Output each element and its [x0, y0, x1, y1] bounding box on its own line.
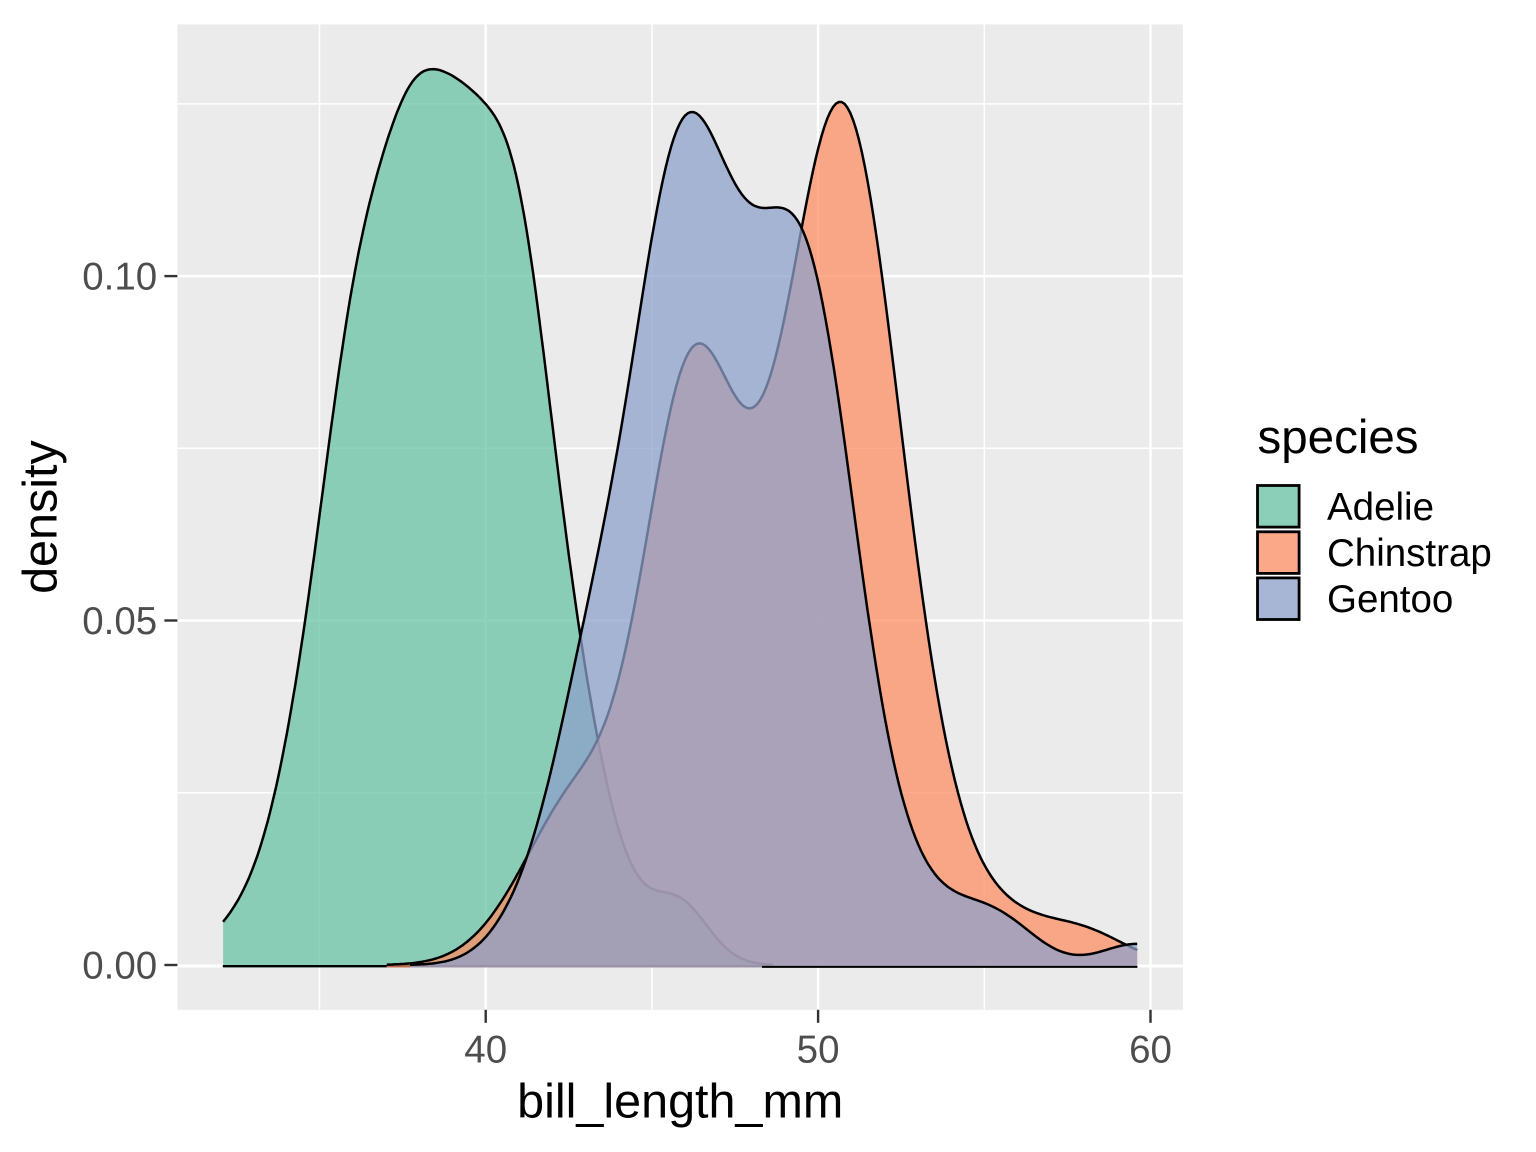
svg-text:40: 40 — [464, 1029, 507, 1072]
svg-text:Adelie: Adelie — [1327, 486, 1434, 529]
svg-text:density: density — [14, 440, 68, 594]
svg-text:0.00: 0.00 — [82, 945, 157, 988]
svg-text:0.05: 0.05 — [82, 600, 157, 643]
svg-text:50: 50 — [797, 1029, 840, 1072]
svg-text:Gentoo: Gentoo — [1327, 578, 1453, 621]
svg-text:species: species — [1258, 411, 1419, 464]
svg-text:Chinstrap: Chinstrap — [1327, 532, 1492, 575]
svg-text:60: 60 — [1129, 1029, 1172, 1072]
svg-text:0.10: 0.10 — [82, 256, 157, 299]
svg-text:bill_length_mm: bill_length_mm — [517, 1074, 843, 1128]
